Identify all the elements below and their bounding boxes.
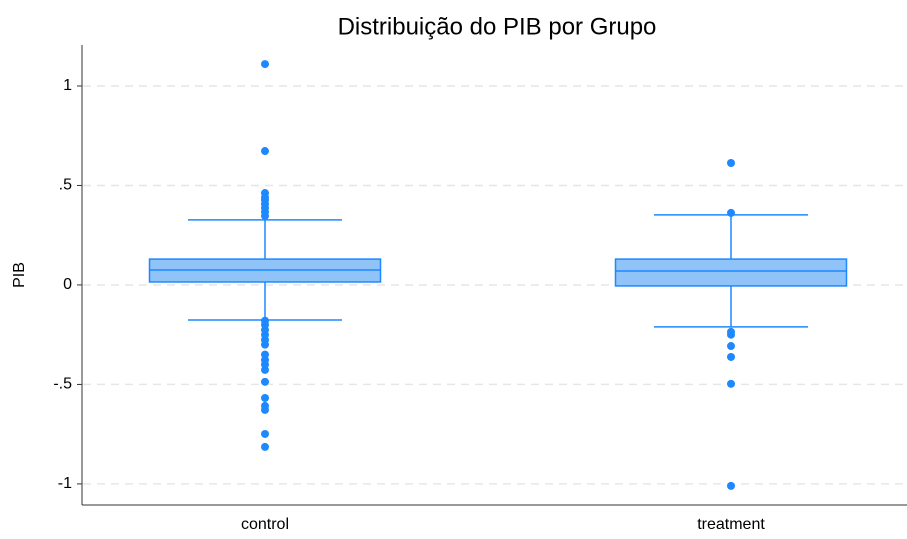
outlier <box>261 393 269 402</box>
outlier <box>727 352 735 361</box>
y-tick-label: -1 <box>58 475 72 492</box>
y-tick-label: 1 <box>63 77 72 94</box>
y-tick-label: .5 <box>59 177 72 194</box>
outlier <box>261 377 269 386</box>
y-axis-label: PIB <box>11 262 28 288</box>
outlier <box>261 211 269 220</box>
y-tick-label: -.5 <box>53 376 72 393</box>
box <box>614 258 848 287</box>
outlier <box>261 429 269 438</box>
outlier <box>261 147 269 156</box>
x-tick-label: control <box>241 516 289 533</box>
outlier <box>727 379 735 388</box>
outlier <box>261 60 269 69</box>
x-tick-label: treatment <box>697 516 765 533</box>
outlier <box>727 158 735 167</box>
y-tick-label: 0 <box>63 276 72 293</box>
outlier <box>261 365 269 374</box>
outlier <box>261 340 269 349</box>
outlier <box>261 442 269 451</box>
outlier <box>727 342 735 351</box>
outlier <box>727 330 735 339</box>
chart-title: Distribuição do PIB por Grupo <box>338 13 657 40</box>
outlier <box>727 208 735 217</box>
outlier <box>727 481 735 490</box>
outlier <box>261 405 269 414</box>
